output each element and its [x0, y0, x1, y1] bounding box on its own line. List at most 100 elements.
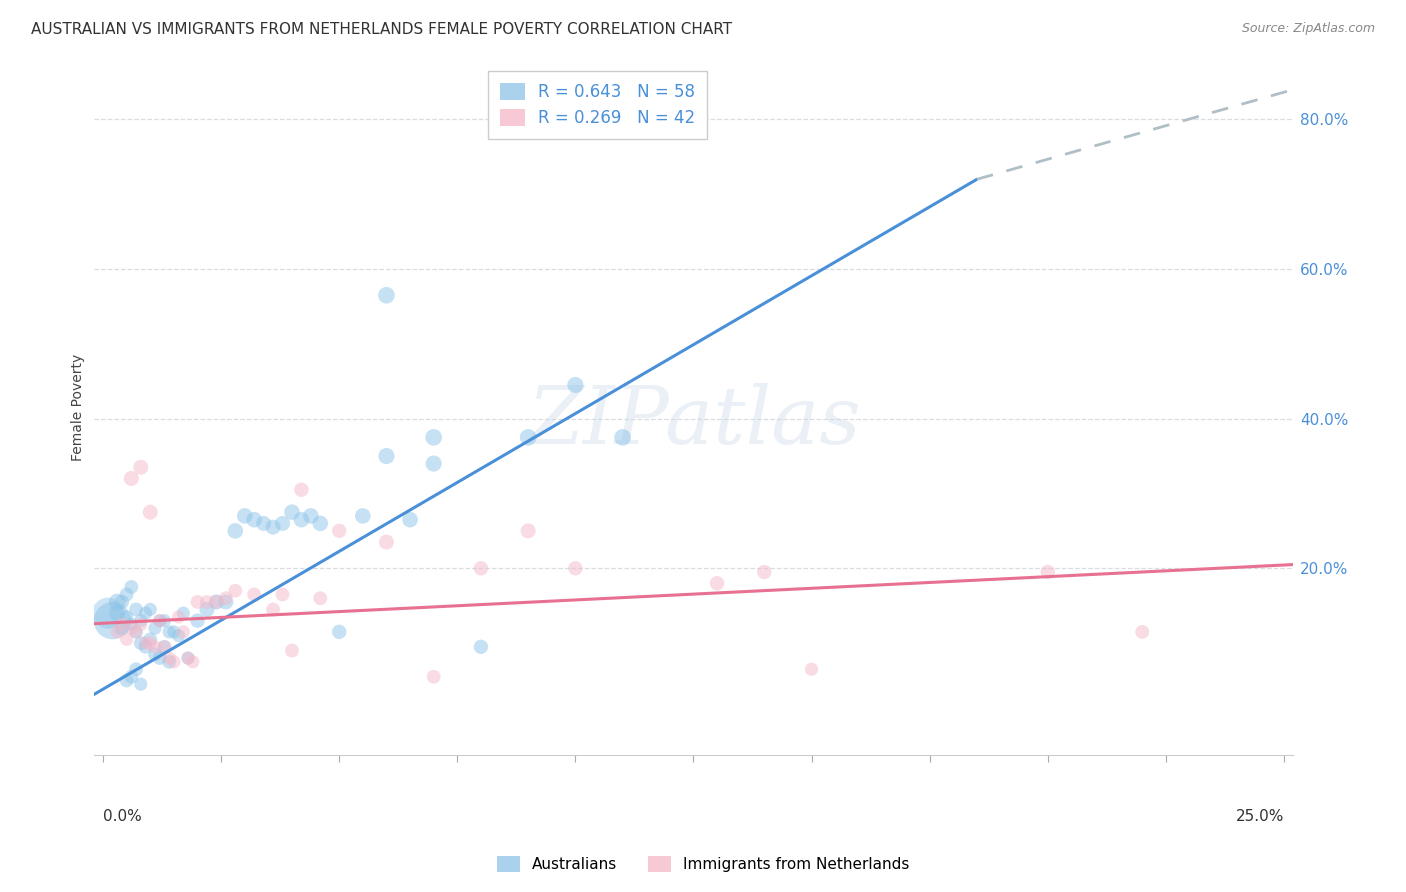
- Point: [111, 621, 134, 635]
- Point: [97, 606, 120, 620]
- Point: [120, 621, 142, 635]
- Point: [163, 624, 186, 639]
- Point: [101, 614, 124, 628]
- Point: [120, 580, 142, 594]
- Point: [163, 655, 186, 669]
- Point: [135, 636, 157, 650]
- Point: [105, 606, 128, 620]
- Point: [129, 677, 152, 691]
- Point: [375, 288, 398, 302]
- Point: [612, 430, 634, 444]
- Text: 25.0%: 25.0%: [1236, 809, 1284, 824]
- Point: [290, 513, 312, 527]
- Point: [129, 617, 152, 632]
- Point: [470, 640, 492, 654]
- Point: [149, 614, 172, 628]
- Point: [195, 595, 218, 609]
- Point: [1130, 624, 1153, 639]
- Legend: R = 0.643   N = 58, R = 0.269   N = 42: R = 0.643 N = 58, R = 0.269 N = 42: [488, 71, 707, 138]
- Point: [205, 595, 228, 609]
- Point: [352, 508, 374, 523]
- Point: [115, 632, 138, 647]
- Point: [564, 378, 586, 392]
- Point: [399, 513, 422, 527]
- Point: [143, 621, 166, 635]
- Point: [422, 430, 444, 444]
- Point: [129, 636, 152, 650]
- Y-axis label: Female Poverty: Female Poverty: [72, 354, 86, 461]
- Point: [120, 471, 142, 485]
- Point: [706, 576, 728, 591]
- Point: [111, 617, 134, 632]
- Point: [111, 595, 134, 609]
- Point: [129, 460, 152, 475]
- Point: [143, 640, 166, 654]
- Point: [281, 505, 304, 519]
- Point: [153, 640, 176, 654]
- Point: [139, 636, 162, 650]
- Point: [139, 632, 162, 647]
- Point: [115, 587, 138, 601]
- Point: [375, 535, 398, 549]
- Point: [422, 457, 444, 471]
- Point: [422, 670, 444, 684]
- Point: [754, 565, 776, 579]
- Point: [195, 602, 218, 616]
- Point: [125, 624, 148, 639]
- Point: [186, 595, 208, 609]
- Point: [167, 610, 190, 624]
- Point: [328, 624, 350, 639]
- Point: [564, 561, 586, 575]
- Point: [262, 602, 284, 616]
- Text: 0.0%: 0.0%: [103, 809, 142, 824]
- Point: [186, 614, 208, 628]
- Legend: Australians, Immigrants from Netherlands: Australians, Immigrants from Netherlands: [489, 848, 917, 880]
- Point: [135, 606, 157, 620]
- Point: [281, 643, 304, 657]
- Point: [205, 595, 228, 609]
- Point: [115, 610, 138, 624]
- Text: AUSTRALIAN VS IMMIGRANTS FROM NETHERLANDS FEMALE POVERTY CORRELATION CHART: AUSTRALIAN VS IMMIGRANTS FROM NETHERLAND…: [31, 22, 733, 37]
- Point: [125, 602, 148, 616]
- Point: [517, 524, 540, 538]
- Point: [157, 651, 180, 665]
- Point: [271, 516, 294, 531]
- Point: [143, 648, 166, 662]
- Point: [177, 651, 200, 665]
- Point: [470, 561, 492, 575]
- Point: [375, 449, 398, 463]
- Point: [1036, 565, 1059, 579]
- Text: ZIPatlas: ZIPatlas: [527, 383, 860, 460]
- Point: [105, 624, 128, 639]
- Point: [233, 508, 256, 523]
- Point: [181, 655, 204, 669]
- Point: [800, 662, 823, 676]
- Point: [262, 520, 284, 534]
- Point: [157, 624, 180, 639]
- Point: [129, 614, 152, 628]
- Point: [120, 617, 142, 632]
- Point: [172, 606, 194, 620]
- Point: [252, 516, 274, 531]
- Point: [125, 624, 148, 639]
- Point: [120, 670, 142, 684]
- Point: [115, 673, 138, 688]
- Point: [224, 524, 246, 538]
- Point: [153, 614, 176, 628]
- Point: [215, 595, 238, 609]
- Point: [243, 587, 266, 601]
- Point: [309, 591, 332, 606]
- Point: [290, 483, 312, 497]
- Point: [167, 629, 190, 643]
- Point: [149, 614, 172, 628]
- Point: [157, 655, 180, 669]
- Point: [153, 640, 176, 654]
- Point: [224, 583, 246, 598]
- Point: [309, 516, 332, 531]
- Point: [328, 524, 350, 538]
- Point: [177, 651, 200, 665]
- Point: [172, 624, 194, 639]
- Point: [149, 651, 172, 665]
- Point: [105, 595, 128, 609]
- Point: [215, 591, 238, 606]
